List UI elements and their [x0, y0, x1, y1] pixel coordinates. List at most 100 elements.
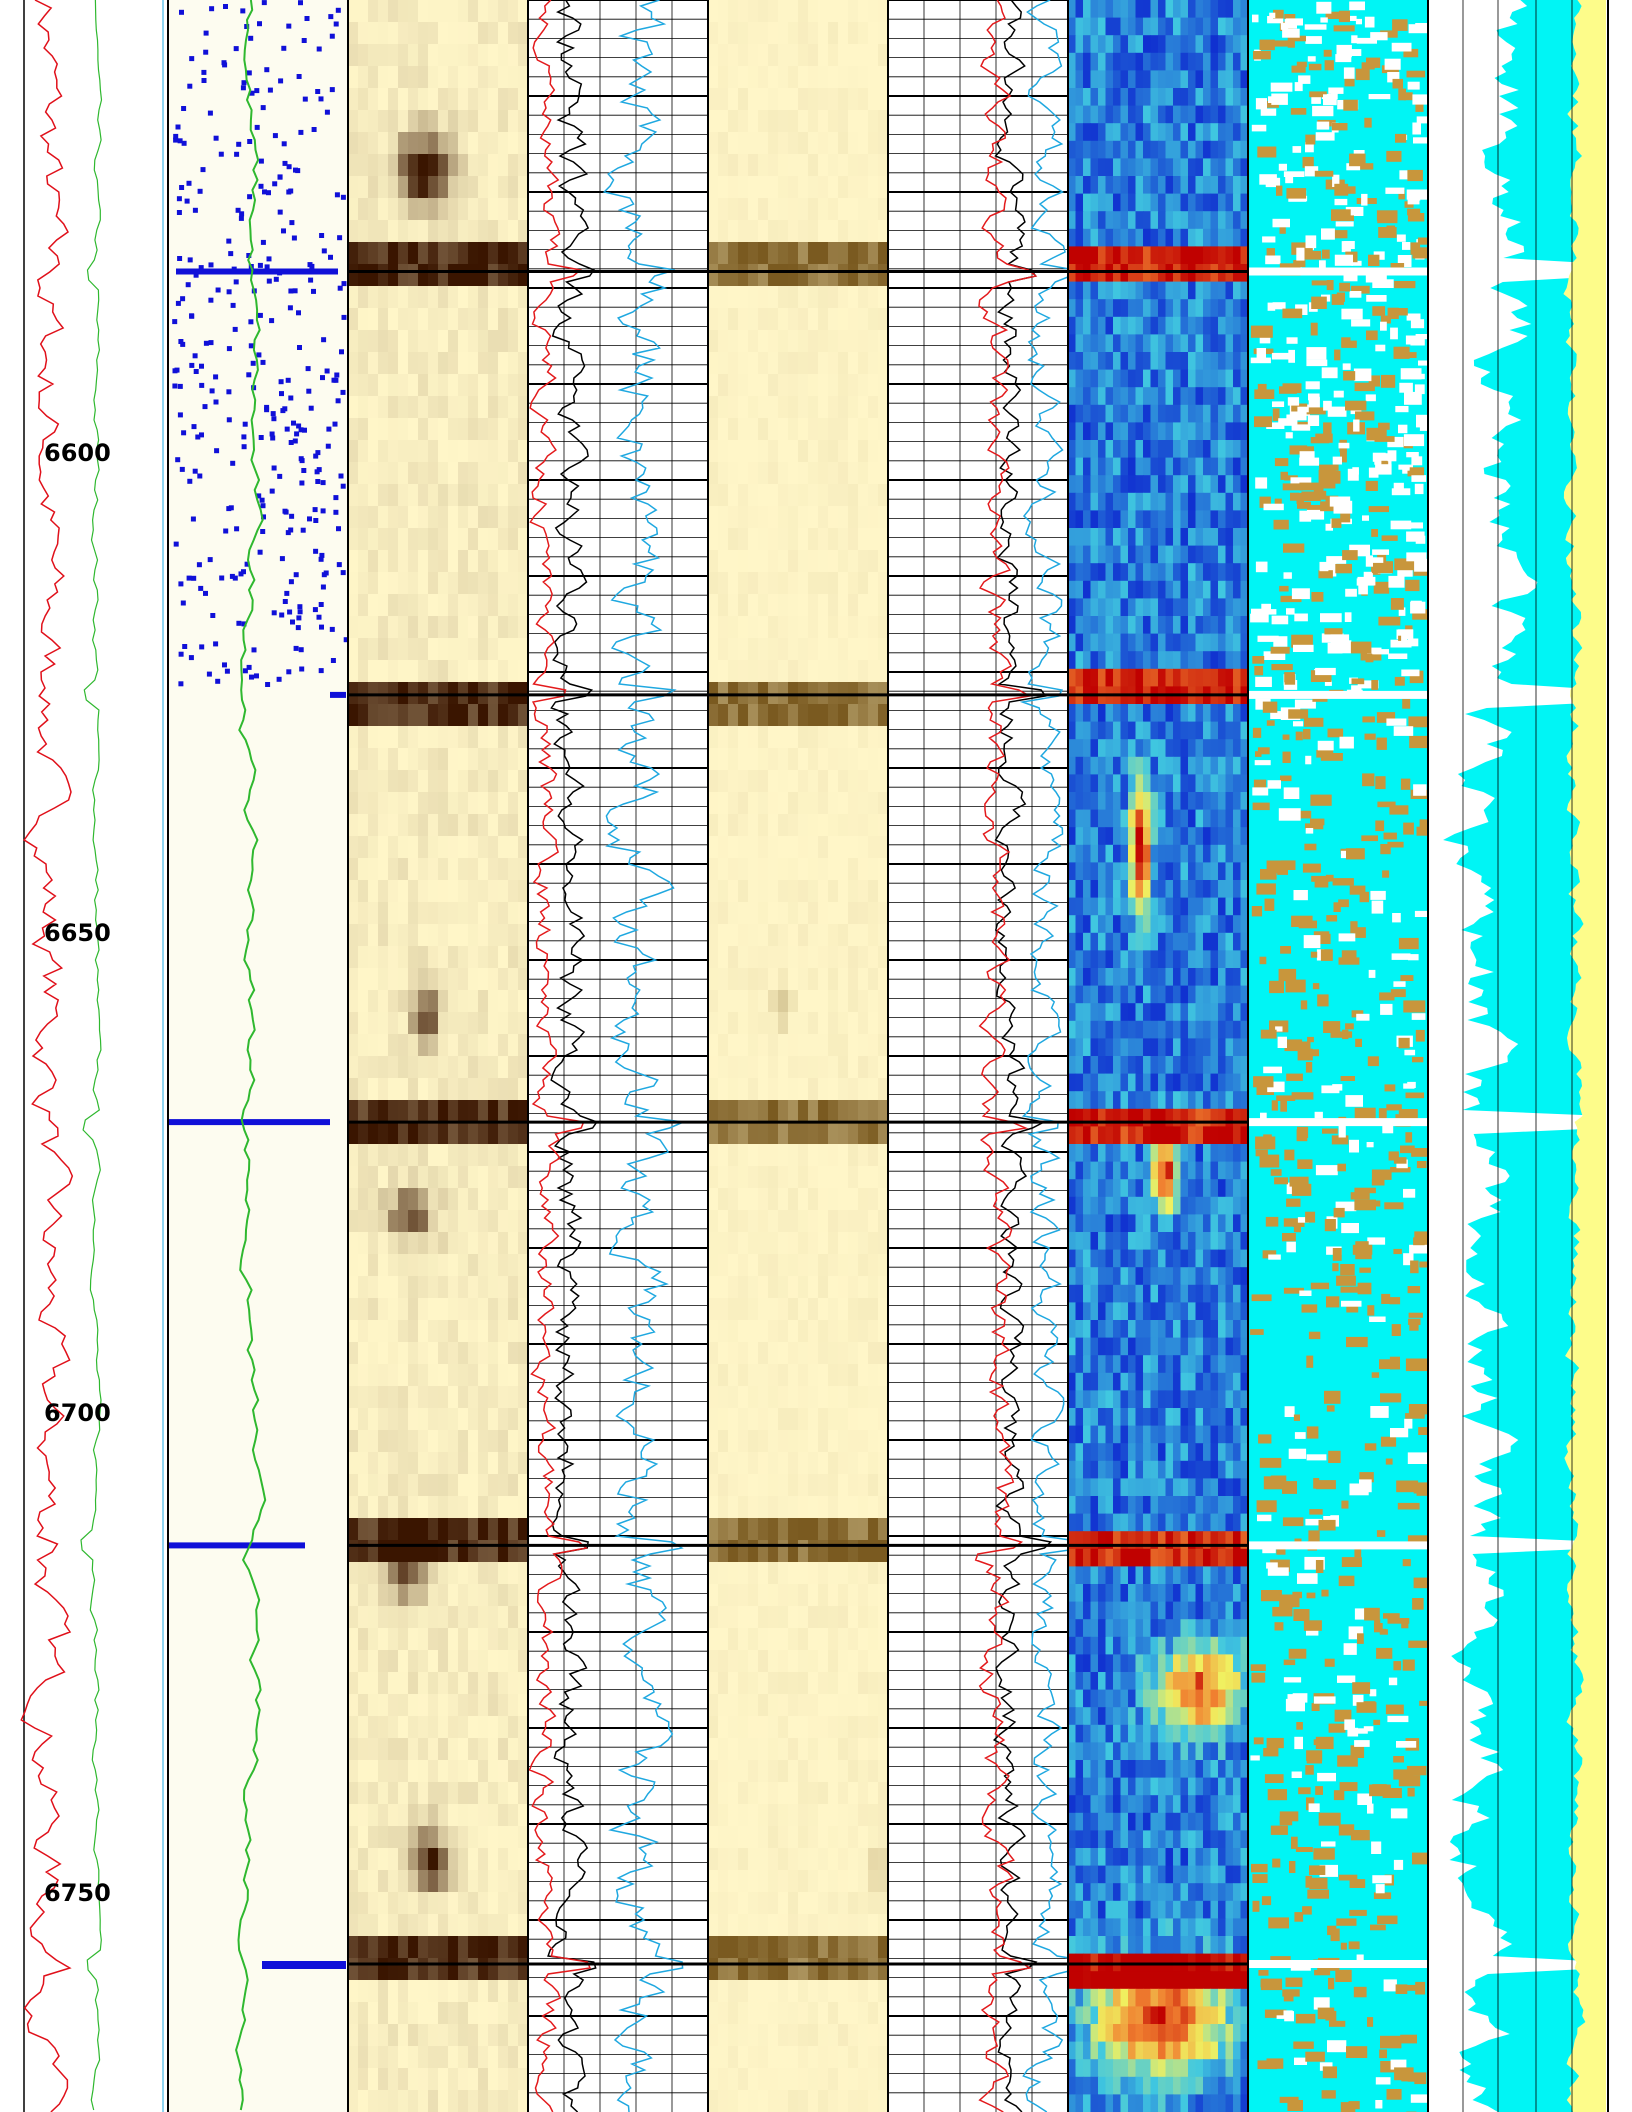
image-cell [378, 1650, 389, 1673]
image-cell [348, 1496, 359, 1519]
image-cell [1090, 176, 1099, 195]
image-cell [358, 220, 369, 243]
image-cell [1158, 140, 1167, 159]
image-cell [848, 880, 859, 903]
image-cell [478, 924, 489, 947]
image-cell [368, 88, 379, 111]
image-cell [1098, 633, 1107, 652]
image-cell [468, 1782, 479, 1805]
image-cell [808, 1254, 819, 1277]
image-cell [878, 924, 889, 947]
image-cell [858, 1232, 869, 1255]
image-cell [388, 1254, 399, 1277]
image-cell [1128, 52, 1137, 71]
image-cell [1143, 211, 1152, 230]
image-cell [788, 1320, 799, 1343]
image-cell [1135, 580, 1144, 599]
image-cell [408, 198, 419, 221]
image-cell [418, 1122, 429, 1145]
scatter-point [266, 190, 271, 196]
image-cell [458, 1298, 469, 1321]
image-cell [868, 1760, 879, 1783]
image-cell [788, 22, 799, 45]
image-cell [878, 880, 889, 903]
image-cell [1218, 369, 1227, 388]
image-cell [508, 1628, 519, 1651]
image-cell [418, 1320, 429, 1343]
scatter-point [198, 585, 204, 591]
image-cell [428, 242, 439, 265]
image-cell [438, 1936, 449, 1959]
image-cell [508, 1694, 519, 1717]
image-cell [488, 572, 499, 595]
image-cell [768, 1342, 779, 1365]
image-cell [768, 1452, 779, 1475]
image-cell [428, 1144, 439, 1167]
image-cell [1143, 176, 1152, 195]
image-cell [448, 1408, 459, 1431]
image-cell [408, 374, 419, 397]
image-cell [1068, 176, 1077, 195]
image-cell [1083, 70, 1092, 89]
image-cell [808, 814, 819, 837]
image-cell [1218, 88, 1227, 107]
image-cell [1188, 633, 1197, 652]
image-cell [418, 704, 429, 727]
image-cell [1195, 475, 1204, 494]
image-cell [358, 638, 369, 661]
image-cell [348, 1958, 359, 1981]
image-cell [1143, 123, 1152, 142]
image-cell [758, 110, 769, 133]
image-cell [428, 462, 439, 485]
image-cell [1180, 598, 1189, 617]
image-cell [438, 132, 449, 155]
image-cell [868, 1540, 879, 1563]
scatter-point [260, 359, 266, 365]
image-cell [838, 374, 849, 397]
image-cell [808, 1386, 819, 1409]
image-cell [808, 132, 819, 155]
image-cell [348, 1452, 359, 1475]
image-cell [408, 1782, 419, 1805]
image-cell [418, 264, 429, 287]
image-cell [498, 396, 509, 419]
image-cell [1210, 211, 1219, 230]
image-cell [1113, 140, 1122, 159]
image-cell [408, 484, 419, 507]
image-cell [1180, 105, 1189, 124]
image-cell [408, 1452, 419, 1475]
image-cell [358, 110, 369, 133]
image-cell [448, 660, 459, 683]
image-cell [378, 66, 389, 89]
image-cell [1150, 387, 1159, 406]
image-cell [458, 1166, 469, 1189]
image-cell [488, 1408, 499, 1431]
image-cell [508, 1408, 519, 1431]
image-cell [408, 858, 419, 881]
image-cell [468, 748, 479, 771]
image-cell [378, 374, 389, 397]
image-cell [348, 594, 359, 617]
image-cell [428, 1672, 439, 1695]
image-cell [758, 682, 769, 705]
image-cell [368, 1650, 379, 1673]
image-cell [468, 2024, 479, 2047]
image-cell [498, 88, 509, 111]
image-cell [818, 924, 829, 947]
image-cell [468, 1408, 479, 1431]
scatter-point [240, 8, 246, 14]
image-cell [1090, 52, 1099, 71]
image-cell [768, 594, 779, 617]
image-cell [458, 792, 469, 815]
image-cell [428, 1892, 439, 1915]
image-cell [468, 1298, 479, 1321]
image-cell [748, 1078, 759, 1101]
image-cell [788, 1122, 799, 1145]
image-cell [1180, 492, 1189, 511]
image-cell [818, 506, 829, 529]
image-cell [1195, 404, 1204, 423]
image-cell [798, 110, 809, 133]
image-cell [448, 1760, 459, 1783]
image-cell [838, 660, 849, 683]
image-cell [868, 1826, 879, 1849]
